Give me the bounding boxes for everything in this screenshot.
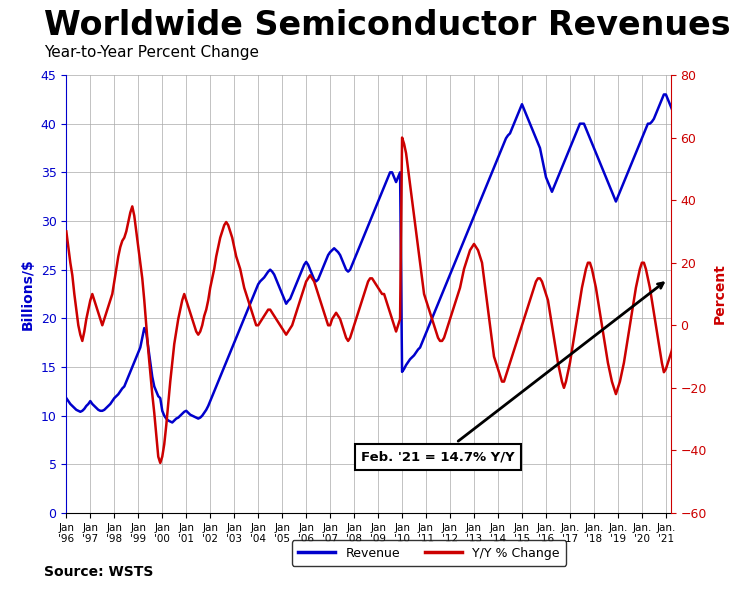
Text: Year-to-Year Percent Change: Year-to-Year Percent Change bbox=[44, 45, 259, 60]
Text: Feb. '21 = 14.7% Y/Y: Feb. '21 = 14.7% Y/Y bbox=[361, 283, 663, 463]
Y-axis label: Percent: Percent bbox=[713, 263, 727, 325]
Text: Worldwide Semiconductor Revenues: Worldwide Semiconductor Revenues bbox=[44, 9, 731, 42]
Legend: Revenue, Y/Y % Change: Revenue, Y/Y % Change bbox=[292, 541, 566, 566]
Text: Source: WSTS: Source: WSTS bbox=[44, 565, 153, 579]
Y-axis label: Billions/$: Billions/$ bbox=[21, 258, 35, 330]
